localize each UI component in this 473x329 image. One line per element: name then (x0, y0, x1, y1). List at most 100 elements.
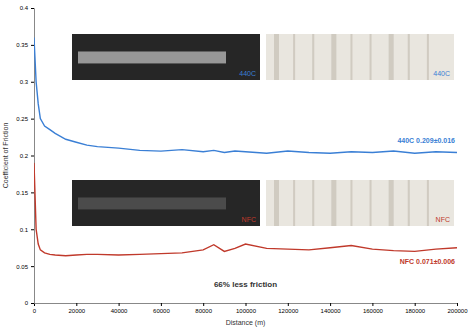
y-tick: 0.35 (16, 42, 34, 48)
y-tick: 0.1 (20, 227, 34, 233)
photo-background (72, 34, 260, 80)
surface-stripe (370, 34, 372, 80)
x-tick-label: 60000 (153, 308, 170, 314)
x-tick-mark (76, 303, 77, 306)
annotation: 66% less friction (214, 280, 277, 289)
y-tick-label: 0.05 (16, 264, 28, 270)
surface-stripe (293, 180, 295, 226)
y-tick: 0.25 (16, 116, 34, 122)
y-tick-mark (31, 303, 34, 304)
surface-stripe (370, 180, 372, 226)
x-tick-label: 140000 (321, 308, 342, 314)
y-tick-mark (31, 229, 34, 230)
y-tick-label: 0.4 (20, 5, 29, 11)
y-axis: 0 0.05 0.1 0.15 0.2 0.25 0.3 0.35 0.4 (16, 5, 34, 306)
x-tick: 140000 (321, 303, 342, 314)
y-tick: 0.15 (16, 190, 34, 196)
wear-track-photo: NFC (72, 180, 260, 226)
surface-stripe (427, 180, 429, 226)
wear-track (78, 51, 226, 63)
surface-stripe (427, 34, 429, 80)
surface-stripe (274, 180, 279, 226)
surface-stripe (293, 34, 295, 80)
surface-stripe (331, 34, 336, 80)
surface-stripe (350, 34, 352, 80)
surface-stripe (389, 180, 394, 226)
x-tick-label: 80000 (195, 308, 212, 314)
y-tick-mark (31, 82, 34, 83)
x-tick-mark (415, 303, 416, 306)
inset-label: NFC (242, 216, 256, 223)
x-tick-mark (372, 303, 373, 306)
x-tick: 100000 (236, 303, 257, 314)
inset-label: NFC (436, 216, 450, 223)
wear-track-photo: 440C (72, 34, 260, 80)
x-tick: 60000 (153, 303, 170, 314)
x-tick-label: 0 (33, 308, 37, 314)
x-tick-label: 100000 (236, 308, 257, 314)
x-tick: 160000 (363, 303, 384, 314)
y-tick-label: 0.2 (20, 153, 29, 159)
photo-background (266, 34, 454, 80)
y-tick-label: 0.25 (16, 116, 28, 122)
y-tick-label: 0.3 (20, 79, 29, 85)
y-tick-mark (31, 8, 34, 9)
x-axis-title: Distance (m) (226, 319, 266, 327)
x-tick-mark (457, 303, 458, 306)
surface-photo: NFC (266, 180, 454, 226)
chart: 440C 440C NFC NFC 0 20000 40000 60000 80000 10000… (0, 0, 473, 329)
surface-photo: 440C (266, 34, 454, 80)
surface-stripe (408, 180, 410, 226)
x-tick: 80000 (195, 303, 212, 314)
lines (34, 38, 457, 256)
x-tick: 180000 (405, 303, 426, 314)
y-tick-mark (31, 266, 34, 267)
x-tick-mark (330, 303, 331, 306)
y-tick-label: 0 (25, 300, 29, 306)
photo-background (72, 180, 260, 226)
x-tick: 20000 (68, 303, 85, 314)
photo-background (266, 180, 454, 226)
surface-stripe (350, 180, 352, 226)
x-tick: 200000 (447, 303, 468, 314)
surface-stripe (312, 180, 314, 226)
y-tick-mark (31, 119, 34, 120)
y-tick: 0.3 (20, 79, 34, 85)
inset-label: 440C (433, 70, 450, 77)
x-tick-label: 200000 (447, 308, 468, 314)
x-tick: 120000 (278, 303, 299, 314)
x-tick-mark (119, 303, 120, 306)
y-tick: 0.4 (20, 5, 34, 11)
y-tick: 0.05 (16, 264, 34, 270)
inset-label: 440C (239, 70, 256, 77)
surface-stripe (312, 34, 314, 80)
x-axis-line (35, 304, 458, 307)
y-axis-line (31, 9, 35, 304)
x-tick-mark (246, 303, 247, 306)
x-tick-label: 40000 (111, 308, 128, 314)
x-axis: 0 20000 40000 60000 80000 100000 120000 140000 1… (33, 303, 468, 314)
y-tick-mark (31, 45, 34, 46)
surface-stripe (331, 180, 336, 226)
x-tick-mark (288, 303, 289, 306)
x-tick-label: 120000 (278, 308, 299, 314)
y-tick-mark (31, 192, 34, 193)
y-tick-mark (31, 156, 34, 157)
series-line (34, 38, 457, 154)
annotation: 440C 0.209±0.016 (397, 137, 455, 144)
y-tick: 0 (25, 300, 34, 306)
y-tick-label: 0.1 (20, 227, 29, 233)
y-axis-title: Coefficient of Friction (2, 123, 9, 189)
plot-area: 440C 440C NFC NFC 0 20000 40000 60000 80000 10000… (16, 5, 468, 314)
surface-stripe (274, 34, 279, 80)
surface-stripe (389, 34, 394, 80)
x-tick-mark (161, 303, 162, 306)
x-tick: 40000 (111, 303, 128, 314)
series-line (34, 163, 457, 256)
x-tick-label: 20000 (68, 308, 85, 314)
x-tick: 0 (33, 303, 37, 314)
surface-stripe (408, 34, 410, 80)
x-tick-label: 160000 (363, 308, 384, 314)
wear-track (78, 197, 226, 209)
annotation: NFC 0.071±0.006 (400, 258, 455, 265)
